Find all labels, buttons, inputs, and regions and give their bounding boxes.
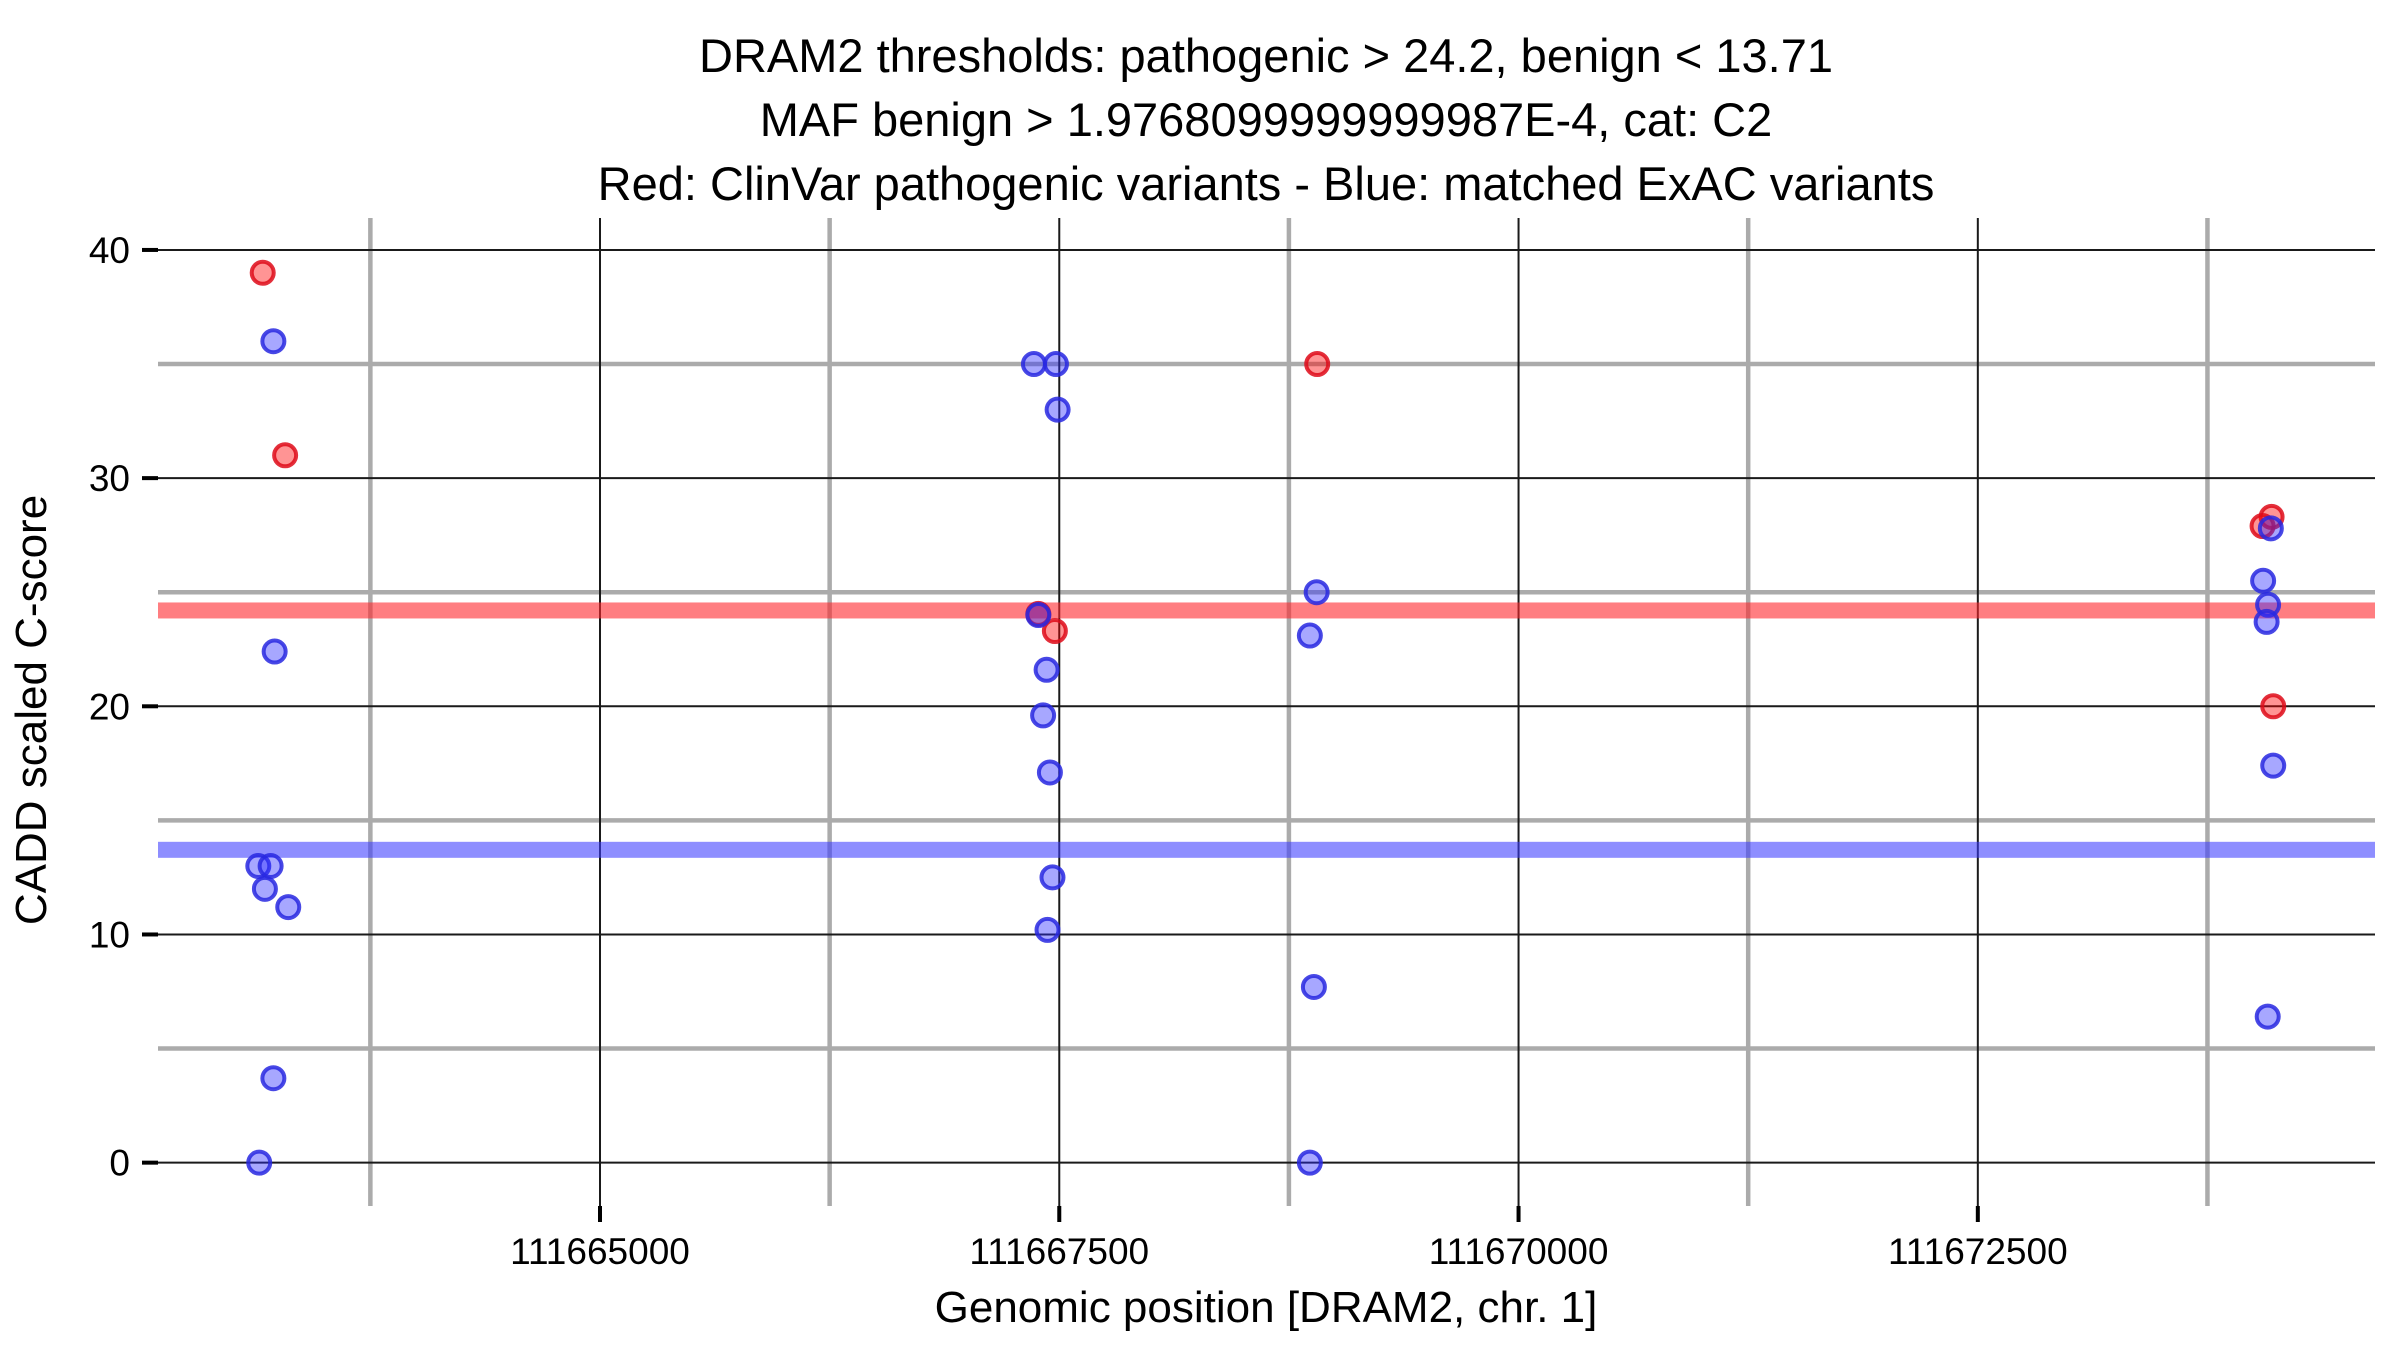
y-tick-label: 20: [89, 686, 130, 727]
blue-data-point: [1296, 1149, 1323, 1176]
blue-data-point: [260, 328, 287, 355]
red-data-point: [2260, 693, 2287, 720]
chart-title-line-1: DRAM2 thresholds: pathogenic > 24.2, ben…: [699, 29, 1833, 82]
y-tick-label: 0: [109, 1143, 130, 1184]
blue-data-point: [246, 1149, 273, 1176]
major-gridlines: [158, 218, 2375, 1206]
blue-data-point: [257, 853, 284, 880]
blue-data-point: [275, 894, 302, 921]
axis-tick-marks: [142, 247, 1980, 1222]
blue-data-point: [1300, 973, 1327, 1000]
x-tick-label: 111667500: [969, 1231, 1149, 1272]
threshold-bands: [158, 602, 2375, 858]
blue-data-point: [1303, 579, 1330, 606]
blue-data-point: [1030, 702, 1057, 729]
x-axis-title: Genomic position [DRAM2, chr. 1]: [935, 1283, 1598, 1332]
blue-data-point: [1020, 351, 1047, 378]
x-tick-label: 111670000: [1429, 1231, 1609, 1272]
blue-data-point: [260, 1065, 287, 1092]
blue-data-point: [1044, 396, 1071, 423]
red-data-point: [1041, 617, 1068, 644]
x-tick-label: 111672500: [1888, 1231, 2068, 1272]
data-points: [245, 259, 2287, 1176]
blue-data-point: [251, 875, 278, 902]
minor-gridlines: [158, 218, 2375, 1206]
x-tick-label: 111665000: [510, 1231, 690, 1272]
blue-data-point: [2260, 752, 2287, 779]
blue-data-point: [1033, 656, 1060, 683]
chart-title-line-3: Red: ClinVar pathogenic variants - Blue:…: [598, 157, 1935, 210]
y-tick-label: 40: [89, 230, 130, 271]
red-data-point: [249, 259, 276, 286]
blue-data-point: [1036, 759, 1063, 786]
benign-threshold-band: [158, 841, 2375, 858]
pathogenic-threshold-band: [158, 602, 2375, 619]
blue-data-point: [2250, 567, 2277, 594]
red-data-point: [272, 442, 299, 469]
blue-data-point: [1296, 622, 1323, 649]
blue-data-point: [2253, 608, 2280, 635]
blue-data-point: [2254, 1003, 2281, 1030]
text-labels: DRAM2 thresholds: pathogenic > 24.2, ben…: [7, 29, 2068, 1332]
blue-data-point: [1042, 351, 1069, 378]
red-data-point: [1304, 351, 1331, 378]
blue-data-point: [1034, 916, 1061, 943]
blue-data-point: [1039, 864, 1066, 891]
y-tick-label: 10: [89, 914, 130, 955]
blue-data-point: [1025, 602, 1052, 629]
y-tick-label: 30: [89, 458, 130, 499]
blue-data-point: [2257, 515, 2284, 542]
blue-data-point: [261, 638, 288, 665]
chart-title-line-2: MAF benign > 1.9768099999999987E-4, cat:…: [760, 93, 1773, 146]
y-axis-title: CADD scaled C-score: [7, 495, 56, 925]
